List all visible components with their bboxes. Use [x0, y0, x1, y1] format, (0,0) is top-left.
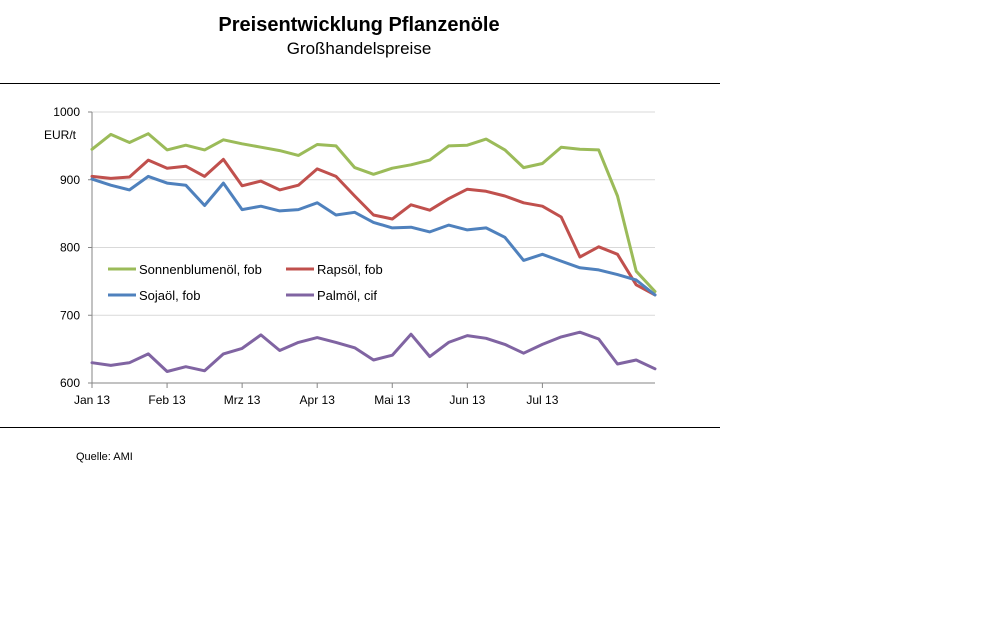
x-tick-label: Apr 13 [300, 393, 336, 407]
legend-label-3: Palmöl, cif [317, 288, 377, 303]
y-tick-label-800: 800 [60, 241, 80, 255]
legend-label-1: Rapsöl, fob [317, 262, 383, 277]
x-tick-label: Jul 13 [526, 393, 558, 407]
source-note: Quelle: AMI [76, 451, 133, 463]
top-rule [0, 83, 720, 84]
y-tick-label-900: 900 [60, 173, 80, 187]
y-tick-label-700: 700 [60, 308, 80, 322]
series-line-1 [90, 157, 657, 297]
chart-subtitle: Großhandelspreise [286, 39, 432, 58]
bottom-rule [0, 427, 720, 428]
series-line-3 [90, 330, 657, 373]
x-tick-label: Mai 13 [374, 393, 410, 407]
legend-label-0: Sonnenblumenöl, fob [139, 262, 262, 277]
series-line-2 [90, 174, 657, 297]
x-tick-label: Mrz 13 [224, 393, 261, 407]
y-axis-label: EUR/t [44, 128, 77, 142]
x-tick-label: Jun 13 [449, 393, 485, 407]
x-tick-label: Jan 13 [74, 393, 110, 407]
y-tick-label-600: 600 [60, 376, 80, 390]
y-tick-label-1000: 1000 [53, 105, 80, 119]
x-tick-label: Feb 13 [148, 393, 186, 407]
chart-title: Preisentwicklung Pflanzenöle [218, 14, 500, 36]
series-line-0 [90, 132, 657, 293]
legend-label-2: Sojaöl, fob [139, 288, 200, 303]
